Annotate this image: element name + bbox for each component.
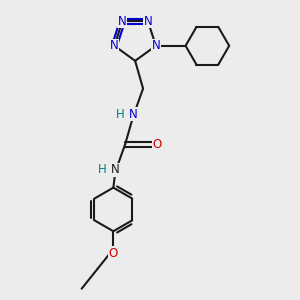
Text: N: N <box>152 39 160 52</box>
Text: N: N <box>111 163 120 176</box>
Text: H: H <box>98 163 107 176</box>
Text: N: N <box>110 39 119 52</box>
Text: N: N <box>144 15 152 28</box>
Text: O: O <box>109 247 118 260</box>
Text: N: N <box>118 15 127 28</box>
Text: N: N <box>129 108 137 121</box>
Text: N: N <box>152 39 160 52</box>
Text: O: O <box>152 138 162 151</box>
Text: H: H <box>116 108 125 121</box>
